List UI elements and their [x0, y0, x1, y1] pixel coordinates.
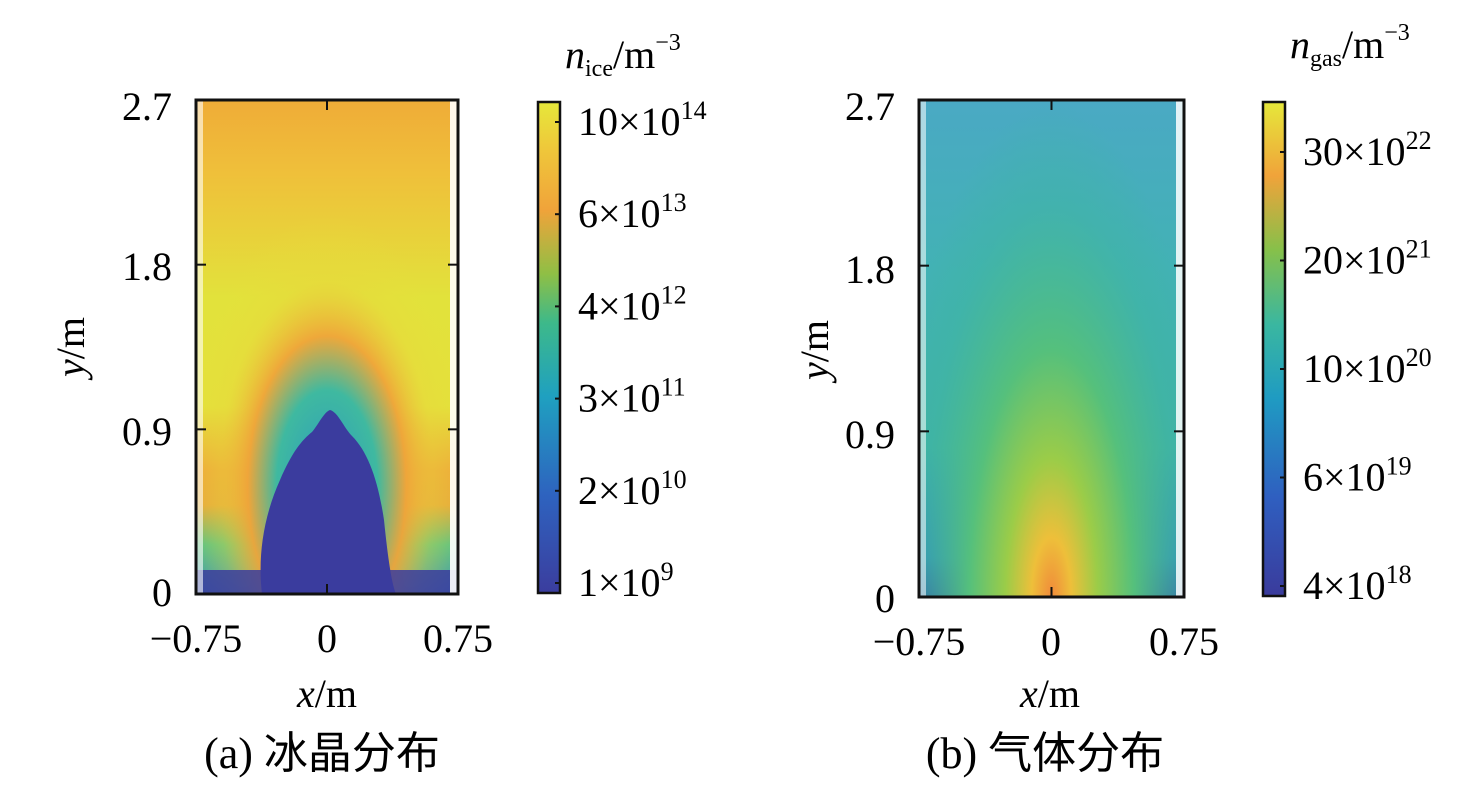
gas-heatmap	[919, 100, 1184, 597]
colorbar-tick-label: 4×1012	[578, 280, 687, 328]
ice-xlabel: x/m	[296, 671, 357, 716]
gas-ylabel: y/m	[792, 320, 837, 384]
gas-xlabel: x/m	[1019, 671, 1080, 716]
ice-ytick-0: 0	[152, 570, 172, 615]
gas-ytick-0: 0	[875, 576, 895, 621]
ice-xtick-max: 0.75	[423, 616, 493, 661]
gas-ytick-0.9: 0.9	[845, 412, 895, 457]
gas-xtick-min: −0.75	[873, 619, 966, 664]
colorbar-tick-label: 1×109	[578, 557, 674, 605]
ice-colorbar-title: nice/m−3	[565, 30, 681, 82]
gas-caption: (b) 气体分布	[926, 729, 1164, 778]
colorbar-tick-label: 4×1018	[1303, 560, 1412, 608]
ice-ytick-0.9: 0.9	[122, 409, 172, 454]
gas-colorbar-title: ngas/m−3	[1290, 20, 1410, 72]
colorbar-tick-label: 6×1013	[578, 188, 687, 236]
colorbar-tick-label: 10×1020	[1303, 343, 1432, 391]
ice-ytick-1.8: 1.8	[122, 244, 172, 289]
gas-xtick-max: 0.75	[1149, 619, 1219, 664]
colorbar-tick-label: 20×1021	[1303, 235, 1432, 283]
gas-colorbar	[1261, 100, 1287, 598]
ice-dome	[260, 410, 396, 594]
ice-heatmap	[196, 100, 458, 594]
gas-ytick-1.8: 1.8	[845, 247, 895, 292]
colorbar-tick-label: 2×1010	[578, 465, 687, 513]
ice-ylabel: y/m	[48, 317, 93, 381]
ice-xtick-min: −0.75	[150, 616, 243, 661]
ice-caption: (a) 冰晶分布	[204, 729, 440, 778]
colorbar-tick-label: 6×1019	[1303, 452, 1412, 500]
colorbar-tick-label: 10×1014	[578, 96, 707, 144]
panel-b: 2.7 1.8 0.9 0 −0.75 0 0.75 x/m y/m (b) 气…	[792, 20, 1432, 778]
gas-xtick-0: 0	[1041, 619, 1061, 664]
colorbar-tick-label: 30×1022	[1303, 126, 1432, 174]
ice-ytick-2.7: 2.7	[122, 84, 172, 129]
ice-xtick-0: 0	[317, 616, 337, 661]
ice-colorbar	[536, 100, 562, 595]
panel-a: 2.7 1.8 0.9 0 −0.75 0 0.75 x/m y/m (a) 冰…	[48, 30, 707, 778]
colorbar-tick-label: 3×1011	[578, 373, 686, 421]
gas-ytick-2.7: 2.7	[845, 84, 895, 129]
